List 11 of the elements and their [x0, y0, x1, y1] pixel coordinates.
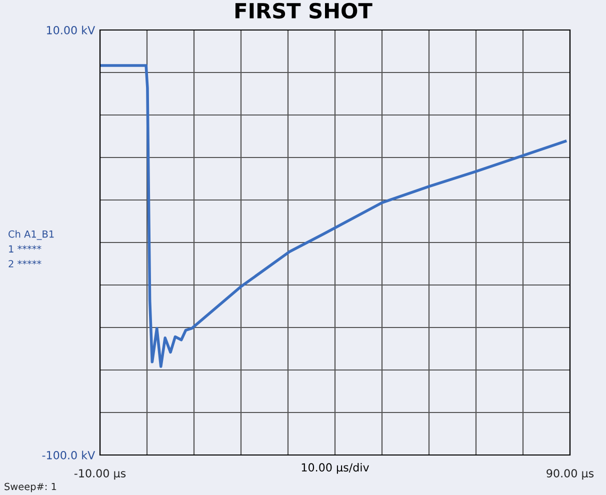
x-tick-label: 90.00 µs — [546, 469, 594, 480]
x-axis-title: 10.00 µs/div — [302, 462, 369, 474]
line-series — [100, 64, 567, 368]
y-tick-label: -100.0 kV — [42, 450, 96, 460]
x-tick-label: -10.00 µs — [74, 469, 126, 480]
text: Sweep#: 1 — [4, 482, 56, 492]
text: 2 ***** — [8, 260, 42, 268]
text: Ch A1_B1 — [8, 230, 54, 240]
text: 1 ***** — [9, 245, 42, 252]
y-tick-label: 10.00 kV — [46, 26, 96, 34]
chart-title: FIRST SHOT — [235, 2, 372, 19]
